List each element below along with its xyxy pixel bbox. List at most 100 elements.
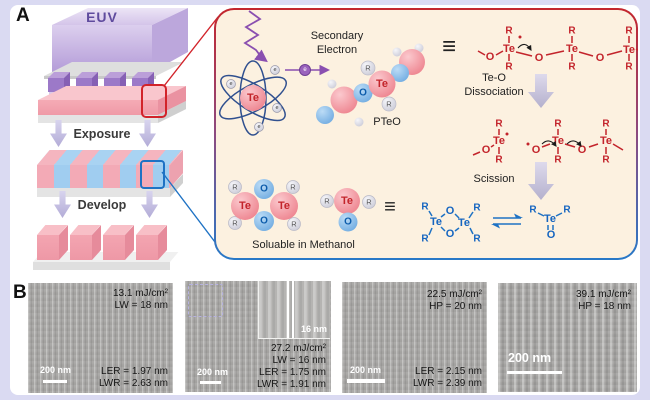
sem4-dose: 39.1 mJ/cm²	[575, 289, 631, 300]
sem3-scale-label: 200 nm	[350, 365, 382, 375]
svg-text:R: R	[232, 183, 238, 192]
svg-text:e: e	[229, 81, 232, 87]
resist-line-side	[59, 225, 68, 260]
svg-text:Te: Te	[623, 44, 635, 56]
euv-block-top-face	[52, 8, 188, 25]
mask-absorber-top	[76, 72, 98, 78]
svg-text:e: e	[275, 105, 278, 111]
monomer-ball-model: R R Te O	[320, 188, 376, 232]
orbit-electrons: e e e e	[226, 65, 282, 132]
euv-label: EUV	[86, 9, 118, 25]
secondary-electron-arrow: e	[285, 64, 330, 76]
svg-text:R: R	[232, 219, 238, 228]
dissociation-line2: Dissociation	[464, 85, 524, 98]
mask-plate-edge	[44, 76, 156, 79]
resist-line-front	[37, 235, 59, 260]
svg-text:R: R	[568, 26, 576, 37]
svg-text:R: R	[554, 155, 562, 166]
sem2-annotations: 27.2 mJ/cm² LW = 16 nm LER = 1.75 nm LWR…	[257, 343, 326, 391]
svg-text:O: O	[578, 144, 587, 156]
sem3-dose: 22.5 mJ/cm²	[426, 289, 482, 300]
substrate3-front	[33, 262, 170, 270]
dissociation-products-structure: O Te R R O Te O Te R R R R	[472, 119, 624, 166]
sem3-halfpitch: HP = 20 nm	[429, 301, 482, 312]
euv-photon-zigzag-icon	[243, 10, 268, 63]
gray-down-arrow-icon	[528, 162, 554, 200]
svg-text:O: O	[260, 216, 268, 227]
resist-front-face	[38, 100, 158, 115]
gray-down-arrow-icon	[528, 74, 554, 108]
svg-text:Te: Te	[544, 213, 556, 225]
sem1-dose: 13.1 mJ/cm²	[112, 288, 168, 299]
svg-text:Te: Te	[239, 200, 251, 212]
sem2-dose: 27.2 mJ/cm²	[270, 343, 326, 354]
sem2-highlight-line	[287, 281, 289, 338]
sem1-scale-bar	[43, 380, 67, 383]
svg-text:R: R	[505, 26, 513, 37]
svg-text:Te: Te	[341, 195, 353, 207]
pteo-label: PTeO	[373, 116, 401, 128]
svg-text:O: O	[260, 184, 268, 195]
svg-text:Te: Te	[376, 78, 388, 90]
te-atom-model: Te e e e e	[219, 60, 287, 136]
svg-text:R: R	[366, 198, 372, 207]
svg-text:R: R	[602, 155, 610, 166]
dimer-ball-model: R R R R Te Te O O	[228, 179, 301, 231]
svg-text:R: R	[563, 205, 571, 216]
dissociation-label: Te-O Dissociation	[449, 72, 539, 99]
sem3-lwr: LWR = 2.39 nm	[412, 378, 482, 389]
mask-absorber-side	[64, 72, 70, 92]
sem2-inset-label: 16 nm	[300, 324, 327, 334]
telluroxide-monomer-structure: R Te R O	[529, 205, 571, 242]
svg-text:R: R	[473, 203, 481, 214]
equivalence-symbol: ≡	[384, 196, 396, 218]
exposure-label: Exposure	[73, 127, 131, 141]
svg-text:O: O	[535, 52, 544, 64]
secondary-electron-line1: Secondary	[310, 30, 364, 42]
mask-absorber-top	[104, 72, 126, 78]
sem1-scale-label: 200 nm	[40, 365, 72, 375]
sem2-scale-label: 200 nm	[197, 367, 229, 377]
panel-a-label: A	[16, 5, 30, 26]
resist-line-side	[158, 225, 167, 260]
sem1-lwr: LWR = 2.63 nm	[98, 378, 168, 389]
equivalence-symbol: ≡	[441, 33, 456, 60]
sem4-annotations-top: 39.1 mJ/cm² HP = 18 nm	[576, 289, 631, 313]
svg-text:Te: Te	[493, 135, 505, 147]
svg-text:O: O	[486, 51, 495, 63]
svg-text:R: R	[568, 62, 576, 73]
sem1-ler: LER = 1.97 nm	[101, 366, 168, 377]
substrate2-front	[37, 188, 170, 197]
mask-absorber-top	[48, 72, 70, 78]
svg-text:R: R	[495, 155, 503, 166]
dissociation-line1: Te-O	[482, 72, 506, 84]
sem4-scale-bar	[507, 371, 562, 374]
svg-text:Te: Te	[552, 135, 564, 147]
sem1-annotations-top: 13.1 mJ/cm² LW = 18 nm	[113, 288, 168, 312]
svg-text:R: R	[324, 197, 330, 206]
sem2-highlight-line	[292, 281, 294, 338]
svg-text:R: R	[386, 100, 392, 109]
sem3-annotations-bottom: LER = 2.15 nm LWR = 2.39 nm	[413, 366, 482, 390]
svg-text:R: R	[625, 62, 633, 73]
mask-absorber-top	[132, 72, 154, 78]
svg-text:R: R	[421, 234, 429, 245]
develop-label: Develop	[77, 198, 127, 212]
svg-text:O: O	[596, 52, 605, 64]
svg-text:R: R	[529, 205, 537, 216]
sem4-scale-label: 200 nm	[508, 351, 552, 365]
sem3-scale-bar	[347, 379, 385, 383]
electron-shift-arrow	[517, 43, 532, 51]
sem2-linewidth: LW = 16 nm	[272, 355, 326, 366]
mask-absorber-side	[120, 72, 126, 92]
mask-absorber-side	[148, 72, 154, 92]
svg-text:Te: Te	[278, 200, 290, 212]
soluble-label: Soluable in Methanol	[252, 239, 355, 251]
svg-text:Te: Te	[566, 43, 578, 55]
svg-text:O: O	[446, 205, 455, 217]
svg-text:e: e	[257, 124, 260, 130]
svg-text:R: R	[421, 202, 429, 213]
secondary-electron-label: Secondary Electron	[292, 30, 382, 57]
